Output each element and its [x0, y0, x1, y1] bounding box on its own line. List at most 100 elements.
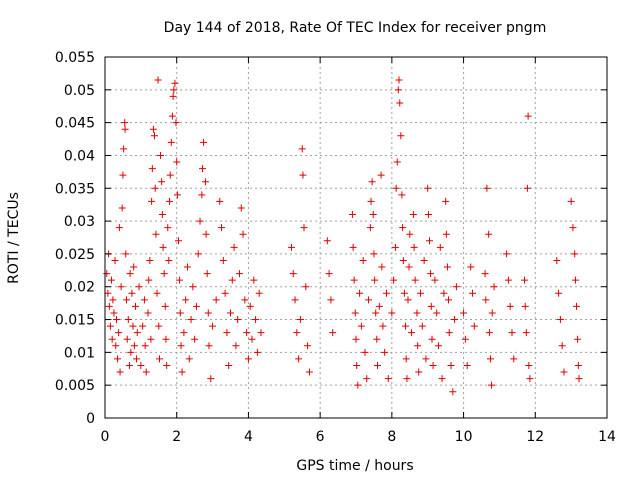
data-point: [302, 283, 310, 291]
data-point: [170, 86, 178, 94]
data-point: [522, 329, 530, 337]
data-point: [159, 243, 167, 251]
x-tick-label: 8: [387, 429, 396, 445]
data-point: [371, 276, 379, 284]
data-point: [157, 151, 165, 159]
x-tick-label: 4: [244, 429, 253, 445]
data-point: [357, 322, 365, 330]
data-point: [227, 309, 234, 317]
data-point: [204, 309, 212, 317]
data-point: [295, 355, 303, 363]
data-points: [103, 76, 583, 396]
data-point: [189, 283, 197, 291]
data-point: [196, 217, 204, 225]
data-point: [176, 309, 184, 317]
data-point: [169, 92, 177, 100]
data-point: [469, 289, 477, 297]
data-point: [205, 342, 213, 350]
data-point: [162, 335, 170, 343]
data-point: [521, 302, 529, 310]
data-point: [109, 296, 117, 304]
data-point: [287, 243, 295, 251]
y-tick-label: 0.055: [55, 50, 95, 66]
data-point: [305, 368, 313, 376]
data-point: [241, 296, 249, 304]
data-point: [461, 335, 469, 343]
data-point: [154, 76, 162, 84]
data-point: [366, 224, 374, 232]
data-point: [397, 132, 405, 140]
data-point: [485, 230, 493, 238]
data-point: [415, 368, 423, 376]
data-point: [103, 270, 111, 278]
data-point: [252, 316, 260, 324]
y-tick-label: 0.005: [55, 378, 95, 394]
data-point: [201, 178, 209, 186]
data-point: [510, 355, 518, 363]
data-point: [248, 335, 256, 343]
data-point: [164, 224, 172, 232]
data-point: [203, 270, 211, 278]
data-point: [161, 302, 169, 310]
data-point: [431, 276, 439, 284]
data-point: [521, 276, 529, 284]
data-point: [323, 237, 331, 245]
data-point: [488, 309, 496, 317]
y-tick-label: 0.05: [64, 83, 95, 99]
data-point: [393, 158, 401, 166]
x-axis-label: GPS time / hours: [296, 458, 413, 474]
data-point: [130, 263, 138, 271]
data-point: [129, 322, 137, 330]
data-point: [116, 368, 124, 376]
data-point: [296, 316, 304, 324]
data-point: [470, 322, 478, 330]
data-point: [160, 270, 168, 278]
data-point: [202, 230, 210, 238]
data-point: [304, 342, 312, 350]
data-point: [253, 348, 261, 356]
data-point: [377, 171, 385, 179]
data-point: [168, 112, 176, 120]
data-point: [388, 309, 396, 317]
data-point: [194, 250, 202, 258]
data-point: [148, 197, 156, 205]
data-point: [207, 375, 215, 383]
data-point: [163, 361, 171, 369]
data-point: [119, 171, 127, 179]
data-point: [299, 171, 307, 179]
data-point: [257, 329, 265, 337]
data-point: [200, 138, 208, 146]
data-point: [574, 361, 582, 369]
data-point: [185, 355, 193, 363]
data-point: [449, 388, 457, 396]
data-point: [120, 145, 128, 153]
data-point: [506, 302, 514, 310]
data-point: [460, 309, 468, 317]
data-point: [367, 197, 375, 205]
data-point: [173, 191, 181, 199]
x-tick-label: 12: [526, 429, 544, 445]
x-tick-label: 14: [598, 429, 616, 445]
data-point: [218, 224, 226, 232]
data-point: [255, 289, 263, 297]
data-point: [481, 270, 489, 278]
data-point: [399, 224, 407, 232]
y-tick-label: 0.04: [64, 148, 95, 164]
data-point: [404, 296, 412, 304]
data-point: [365, 296, 373, 304]
data-point: [180, 329, 188, 337]
data-point: [121, 119, 129, 127]
data-point: [235, 270, 243, 278]
data-point: [177, 342, 185, 350]
data-point: [569, 224, 577, 232]
data-point: [176, 276, 184, 284]
data-point: [183, 263, 191, 271]
data-point: [369, 211, 377, 219]
data-point: [398, 191, 406, 199]
data-point: [408, 329, 416, 337]
data-point: [374, 361, 382, 369]
data-point: [379, 322, 387, 330]
data-point: [237, 204, 245, 212]
data-point: [553, 256, 561, 264]
data-point: [350, 276, 358, 284]
